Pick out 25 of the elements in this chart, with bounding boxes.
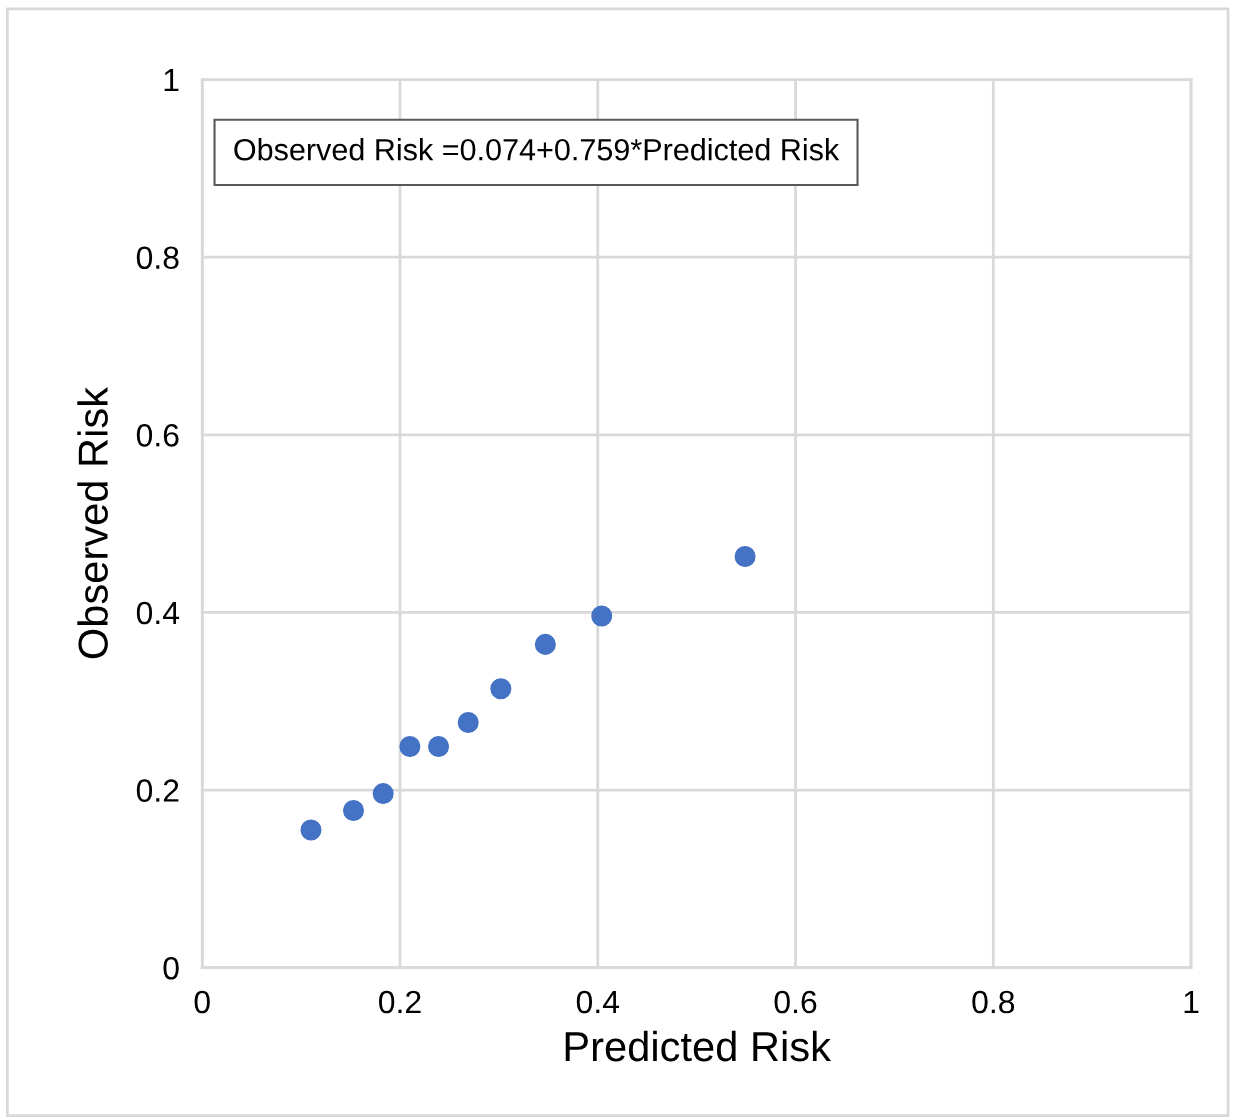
point [734, 545, 756, 567]
point [534, 633, 556, 655]
y-tick-label: 0.2 [136, 779, 179, 802]
x-tick-label: 0.6 [774, 990, 817, 1014]
point [399, 736, 421, 758]
annotation: Observed Risk =0.074+0.759*Predicted Risk [234, 138, 840, 161]
y-tick-label: 0.4 [136, 601, 180, 625]
x-tick-label: 0 [194, 990, 210, 1014]
x-tick-label: 0.2 [379, 990, 421, 1014]
point [300, 819, 322, 841]
x-tick-label: 0.8 [972, 990, 1015, 1014]
y-tick-label: 0 [163, 956, 179, 980]
point [342, 799, 365, 821]
y-tick-label: 1 [164, 69, 179, 92]
x-tick-label: 0.4 [576, 990, 620, 1014]
point [428, 736, 450, 758]
point [490, 678, 512, 700]
point [372, 783, 394, 805]
x-axis-title: Predicted Risk [565, 1030, 832, 1062]
point [591, 605, 613, 627]
y-tick-label: 0.6 [136, 424, 179, 447]
y-axis-title: Observed Risk [77, 386, 108, 659]
x-tick-label: 1 [1184, 991, 1199, 1014]
y-tick-label: 0.8 [136, 246, 179, 270]
point [457, 712, 479, 734]
